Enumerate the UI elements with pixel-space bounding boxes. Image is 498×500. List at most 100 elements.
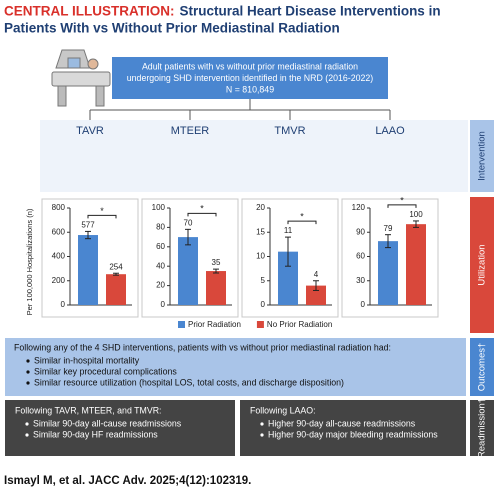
bullet xyxy=(26,370,30,374)
y-tick-label: 40 xyxy=(156,261,165,270)
chart-panel xyxy=(141,198,239,318)
value-label: 11 xyxy=(284,226,293,235)
y-tick-label: 5 xyxy=(261,276,266,285)
error-bar xyxy=(213,268,219,274)
error-bar xyxy=(85,230,91,240)
section-tab xyxy=(470,197,494,333)
value-label: 577 xyxy=(81,221,95,230)
error-bar xyxy=(185,228,191,246)
outcomes-bullet: Similar resource utilization (hospital L… xyxy=(34,377,344,387)
population-text: undergoing SHD intervention identified i… xyxy=(127,73,374,83)
bullet xyxy=(25,433,29,437)
y-tick-label: 60 xyxy=(356,252,365,261)
bar xyxy=(206,271,226,305)
intervention-band xyxy=(40,120,468,192)
value-label: 70 xyxy=(184,218,193,227)
significance-label: * xyxy=(400,195,404,205)
bar xyxy=(178,237,198,305)
y-tick-label: 10 xyxy=(256,252,265,261)
bar xyxy=(306,285,326,305)
population-box xyxy=(112,57,388,99)
significance-bracket xyxy=(187,212,217,217)
error-bar xyxy=(413,220,419,228)
y-tick-label: 120 xyxy=(352,203,366,212)
readmission-box xyxy=(5,400,235,456)
outcomes-bullet: Similar in-hospital mortality xyxy=(34,355,140,365)
y-tick-label: 80 xyxy=(156,223,165,232)
significance-label: * xyxy=(100,206,104,216)
readmission-heading: Following TAVR, MTEER, and TMVR: xyxy=(15,405,162,415)
bullet xyxy=(260,422,264,426)
y-tick-label: 15 xyxy=(256,227,265,236)
readmission-bullet: Similar 90-day HF readmissions xyxy=(33,429,158,439)
bar xyxy=(278,251,298,305)
value-label: 100 xyxy=(409,210,423,219)
chart-title: MTEER xyxy=(171,125,210,137)
outcomes-bullet: Similar key procedural complications xyxy=(34,366,177,376)
chart-title: LAAO xyxy=(375,125,405,137)
bar xyxy=(378,241,398,305)
y-tick-label: 60 xyxy=(156,242,165,251)
value-label: 79 xyxy=(384,224,393,233)
readmission-bullet: Similar 90-day all-cause readmissions xyxy=(33,418,182,428)
chart-title: TMVR xyxy=(274,125,305,137)
bullet xyxy=(26,381,30,385)
chart-panel xyxy=(41,198,139,318)
significance-label: * xyxy=(300,211,304,221)
legend-swatch xyxy=(178,321,185,328)
significance-bracket xyxy=(287,220,317,225)
y-tick-label: 0 xyxy=(61,300,66,309)
header-title: Structural Heart Disease Interventions i… xyxy=(179,4,440,19)
machine-icon xyxy=(51,49,111,107)
legend-label: Prior Radiation xyxy=(188,320,241,329)
y-tick-label: 20 xyxy=(256,203,265,212)
y-tick-label: 800 xyxy=(52,203,66,212)
error-bar xyxy=(285,236,291,267)
y-tick-label: 0 xyxy=(361,300,366,309)
bar xyxy=(78,235,98,305)
readmission-bullet: Higher 90-day major bleeding readmission… xyxy=(268,429,438,439)
readmission-bullet: Higher 90-day all-cause readmissions xyxy=(268,418,416,428)
bar xyxy=(106,274,126,305)
section-tab xyxy=(470,120,494,192)
y-tick-label: 0 xyxy=(161,300,166,309)
y-tick-label: 20 xyxy=(156,281,165,290)
y-tick-label: 100 xyxy=(152,203,166,212)
readmission-heading: Following LAAO: xyxy=(250,405,316,415)
outcomes-intro: Following any of the 4 SHD interventions… xyxy=(14,342,391,352)
header-title: Patients With vs Without Prior Mediastin… xyxy=(4,21,340,36)
value-label: 35 xyxy=(212,258,221,267)
y-tick-label: 90 xyxy=(356,227,365,236)
value-label: 254 xyxy=(109,262,123,271)
bullet xyxy=(25,422,29,426)
section-tab xyxy=(470,338,494,396)
significance-bracket xyxy=(87,214,117,219)
population-text: Adult patients with vs without prior med… xyxy=(142,61,358,71)
bar xyxy=(406,224,426,305)
legend-label: No Prior Radiation xyxy=(267,320,332,329)
chart-panel xyxy=(341,198,439,318)
y-tick-label: 600 xyxy=(52,227,66,236)
value-label: 4 xyxy=(314,270,319,279)
y-tick-label: 30 xyxy=(356,276,365,285)
y-axis-label: Per 100,000 Hospitalizations (n) xyxy=(25,208,34,315)
error-bar xyxy=(113,272,119,276)
chart-title: TAVR xyxy=(76,125,104,137)
y-tick-label: 400 xyxy=(52,252,66,261)
y-tick-label: 200 xyxy=(52,276,66,285)
error-bar xyxy=(313,280,319,291)
bullet xyxy=(260,433,264,437)
readmission-box xyxy=(240,400,466,456)
section-label: Readmission† xyxy=(477,398,488,458)
section-label: Outcomes† xyxy=(477,343,488,392)
chart-panel xyxy=(241,198,339,318)
section-label: Intervention xyxy=(477,131,488,181)
bullet xyxy=(26,359,30,363)
y-tick-label: 0 xyxy=(261,300,266,309)
header-label: CENTRAL ILLUSTRATION: xyxy=(4,4,174,19)
population-text: N = 810,849 xyxy=(226,84,274,94)
legend-swatch xyxy=(256,321,264,328)
significance-bracket xyxy=(387,204,417,208)
outcomes-box xyxy=(5,338,466,396)
